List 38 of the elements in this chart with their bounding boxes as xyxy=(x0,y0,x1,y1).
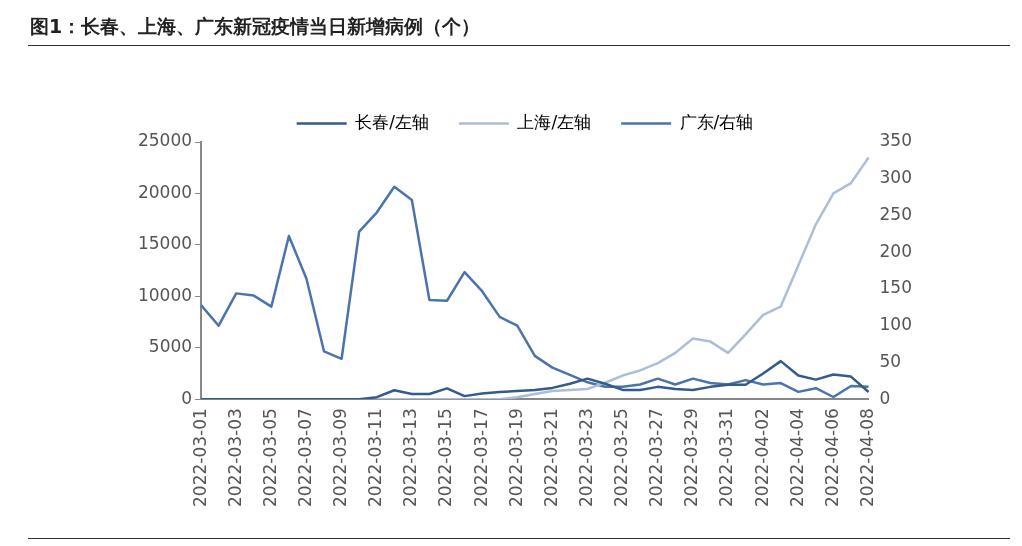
x-tick-label: 2022-04-04 xyxy=(786,408,807,507)
x-tick-label: 2022-03-21 xyxy=(540,408,561,507)
x-tick-label: 2022-03-19 xyxy=(505,408,526,507)
x-tick-label: 2022-03-03 xyxy=(224,408,245,507)
legend-label: 广东/右轴 xyxy=(679,111,754,132)
y2-tick-label: 100 xyxy=(879,314,913,335)
x-tick-label: 2022-03-13 xyxy=(400,408,421,507)
y2-tick-label: 50 xyxy=(879,350,902,371)
y-tick-label: 10000 xyxy=(137,284,193,305)
y2-tick-label: 150 xyxy=(879,277,913,298)
x-tick-label: 2022-03-17 xyxy=(470,408,491,507)
x-tick-label: 2022-03-23 xyxy=(575,408,596,507)
x-tick-label: 2022-04-08 xyxy=(856,408,877,507)
x-tick-label: 2022-03-25 xyxy=(611,408,632,507)
x-tick-label: 2022-04-02 xyxy=(751,408,772,507)
x-tick-label: 2022-03-07 xyxy=(294,408,315,507)
y2-tick-label: 350 xyxy=(879,130,913,151)
x-tick-label: 2022-03-29 xyxy=(681,408,702,507)
legend-label: 上海/左轴 xyxy=(517,111,592,132)
y2-tick-label: 250 xyxy=(879,203,913,224)
x-tick-label: 2022-03-05 xyxy=(259,408,280,507)
y2-tick-label: 0 xyxy=(879,387,891,408)
y-tick-label: 0 xyxy=(181,387,193,408)
x-tick-label: 2022-03-15 xyxy=(435,408,456,507)
x-tick-label: 2022-03-27 xyxy=(646,408,667,507)
x-tick-label: 2022-03-11 xyxy=(365,408,386,507)
legend-label: 长春/左轴 xyxy=(355,111,429,132)
y2-tick-label: 300 xyxy=(879,167,913,188)
y-tick-label: 20000 xyxy=(137,181,193,202)
x-tick-label: 2022-03-09 xyxy=(330,408,351,507)
y-tick-label: 15000 xyxy=(137,233,193,254)
x-tick-label: 2022-04-06 xyxy=(821,408,842,507)
chart-title: 图1：长春、上海、广东新冠疫情当日新增病例（个） xyxy=(30,14,481,39)
x-tick-label: 2022-03-31 xyxy=(716,408,737,507)
y-tick-label: 5000 xyxy=(148,336,193,357)
y2-tick-label: 200 xyxy=(879,240,913,261)
y-tick-label: 25000 xyxy=(137,130,193,151)
x-tick-label: 2022-03-01 xyxy=(189,408,210,507)
